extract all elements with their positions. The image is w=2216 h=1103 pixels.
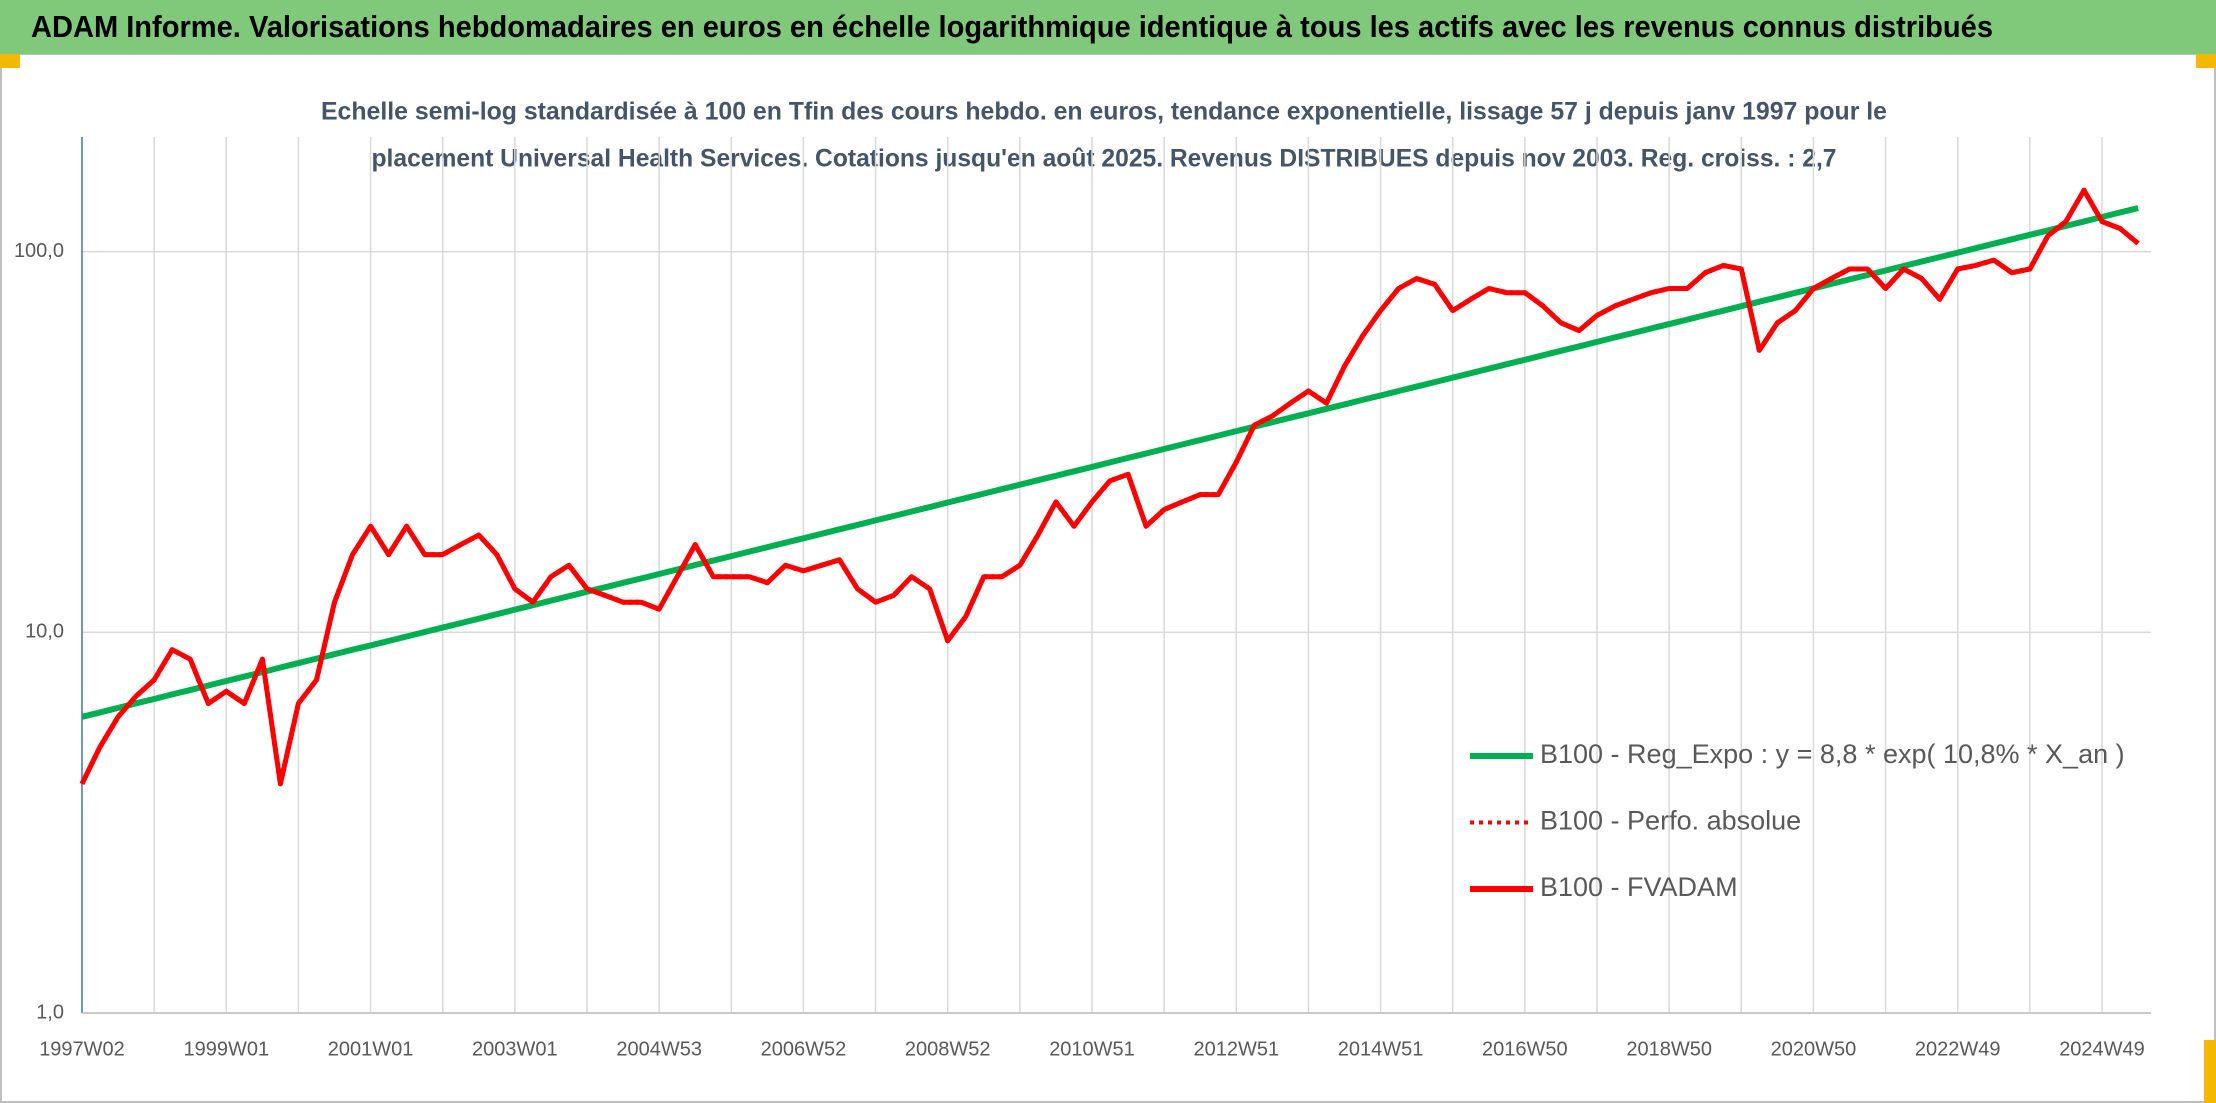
x-tick-label: 2020W50 <box>1771 1038 1857 1060</box>
legend-label: B100 - Reg_Expo : y = 8,8 * exp( 10,8% *… <box>1540 739 2125 769</box>
page-title: ADAM Informe. Valorisations hebdomadaire… <box>31 9 1993 44</box>
x-tick-label: 2003W01 <box>472 1038 558 1060</box>
x-tick-label: 2008W52 <box>905 1038 991 1060</box>
x-tick-label: 2004W53 <box>616 1038 702 1060</box>
x-tick-label: 2012W51 <box>1193 1038 1279 1060</box>
x-tick-label: 2006W52 <box>761 1038 847 1060</box>
corner-tab <box>2204 1040 2216 1103</box>
corner-tab <box>2196 54 2216 68</box>
y-tick-label: 100,0 <box>14 240 64 262</box>
x-tick-label: 2001W01 <box>328 1038 414 1060</box>
x-tick-label: 2014W51 <box>1338 1038 1424 1060</box>
y-tick-label: 1,0 <box>36 1001 64 1023</box>
series-line <box>81 205 2139 720</box>
x-tick-label: 2024W49 <box>2059 1038 2145 1060</box>
corner-tab <box>0 54 20 68</box>
x-tick-label: 1999W01 <box>183 1038 269 1060</box>
x-tick-label: 2018W50 <box>1626 1038 1712 1060</box>
legend-label: B100 - Perfo. absolue <box>1540 806 1801 836</box>
header-bar <box>0 0 2216 54</box>
x-tick-label: 2022W49 <box>1915 1038 2001 1060</box>
y-tick-label: 10,0 <box>25 621 64 643</box>
x-tick-label: 1997W02 <box>39 1038 125 1060</box>
chart-subtitle: Echelle semi-log standardisée à 100 en T… <box>321 98 1887 126</box>
series-line <box>79 187 2140 787</box>
legend-label: B100 - FVADAM <box>1540 872 1738 902</box>
x-tick-label: 2016W50 <box>1482 1038 1568 1060</box>
x-tick-label: 2010W51 <box>1049 1038 1135 1060</box>
chart-subtitle: placement Universal Health Services. Cot… <box>372 145 1837 173</box>
